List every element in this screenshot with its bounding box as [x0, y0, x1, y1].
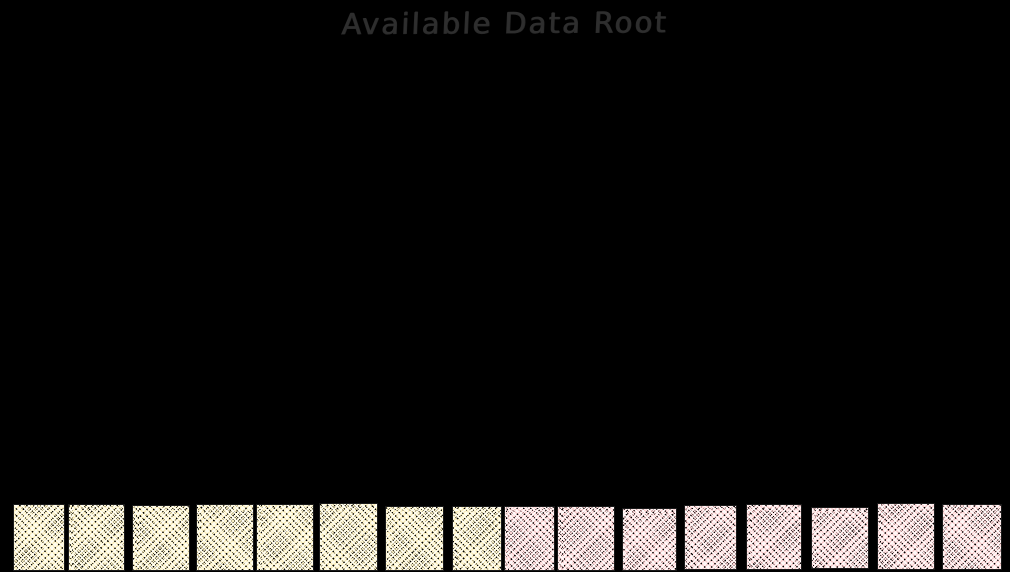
bar — [13, 504, 65, 571]
bar-hatch-fill — [623, 509, 676, 570]
bar-hatch-fill — [747, 505, 801, 569]
bar-hatch-fill — [14, 505, 64, 570]
bar — [196, 504, 254, 571]
bar-hatch-fill — [133, 506, 189, 570]
bar — [256, 504, 314, 571]
bar — [504, 506, 555, 571]
bar-hatch-fill — [812, 508, 868, 568]
bar-hatch-fill — [320, 504, 377, 570]
bar-hatch-fill — [453, 507, 501, 570]
bar — [684, 505, 737, 570]
bar-hatch-fill — [386, 507, 443, 570]
bar — [877, 503, 935, 570]
bar-hatch-fill — [505, 507, 554, 570]
bar-hatch-fill — [878, 504, 934, 569]
bar — [319, 503, 378, 571]
bar-hatch-fill — [257, 505, 313, 570]
bar-hatch-fill — [197, 505, 253, 570]
bar — [452, 506, 502, 571]
bar — [68, 504, 125, 571]
bar — [622, 508, 677, 571]
bar — [811, 507, 869, 569]
bar — [746, 504, 802, 570]
bar — [385, 506, 444, 571]
bar-hatch-fill — [685, 506, 736, 569]
bar — [557, 506, 615, 571]
bar — [942, 504, 1002, 570]
bar-hatch-fill — [558, 507, 614, 570]
bar-hatch-fill — [69, 505, 124, 570]
bar-hatch-fill — [943, 505, 1001, 569]
bar — [132, 505, 190, 571]
